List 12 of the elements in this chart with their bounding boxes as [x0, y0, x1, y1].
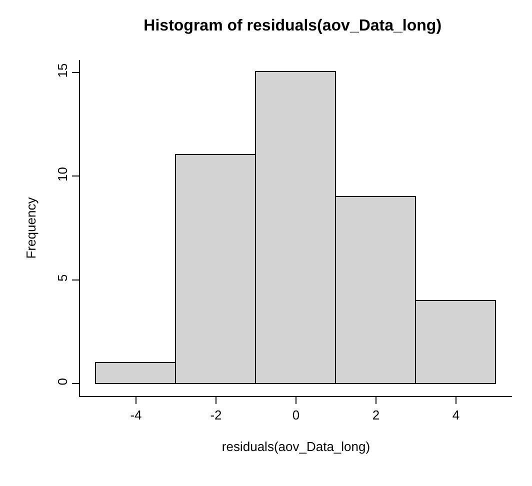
chart-title: Histogram of residuals(aov_Data_long)	[144, 18, 442, 35]
y-tick-label: 15	[54, 63, 70, 78]
y-tick-label: 5	[54, 274, 70, 282]
y-tick-label: 10	[54, 166, 70, 182]
x-axis-title: residuals(aov_Data_long)	[222, 439, 370, 454]
y-tick-label: 0	[54, 378, 70, 386]
y-axis-title: Frequency	[24, 196, 39, 259]
x-tick-label: 2	[372, 408, 380, 423]
x-tick-label: -4	[130, 408, 142, 423]
x-tick-label: 0	[292, 408, 300, 423]
x-tick-label: -2	[210, 408, 222, 423]
x-tick-label: 4	[452, 408, 460, 423]
